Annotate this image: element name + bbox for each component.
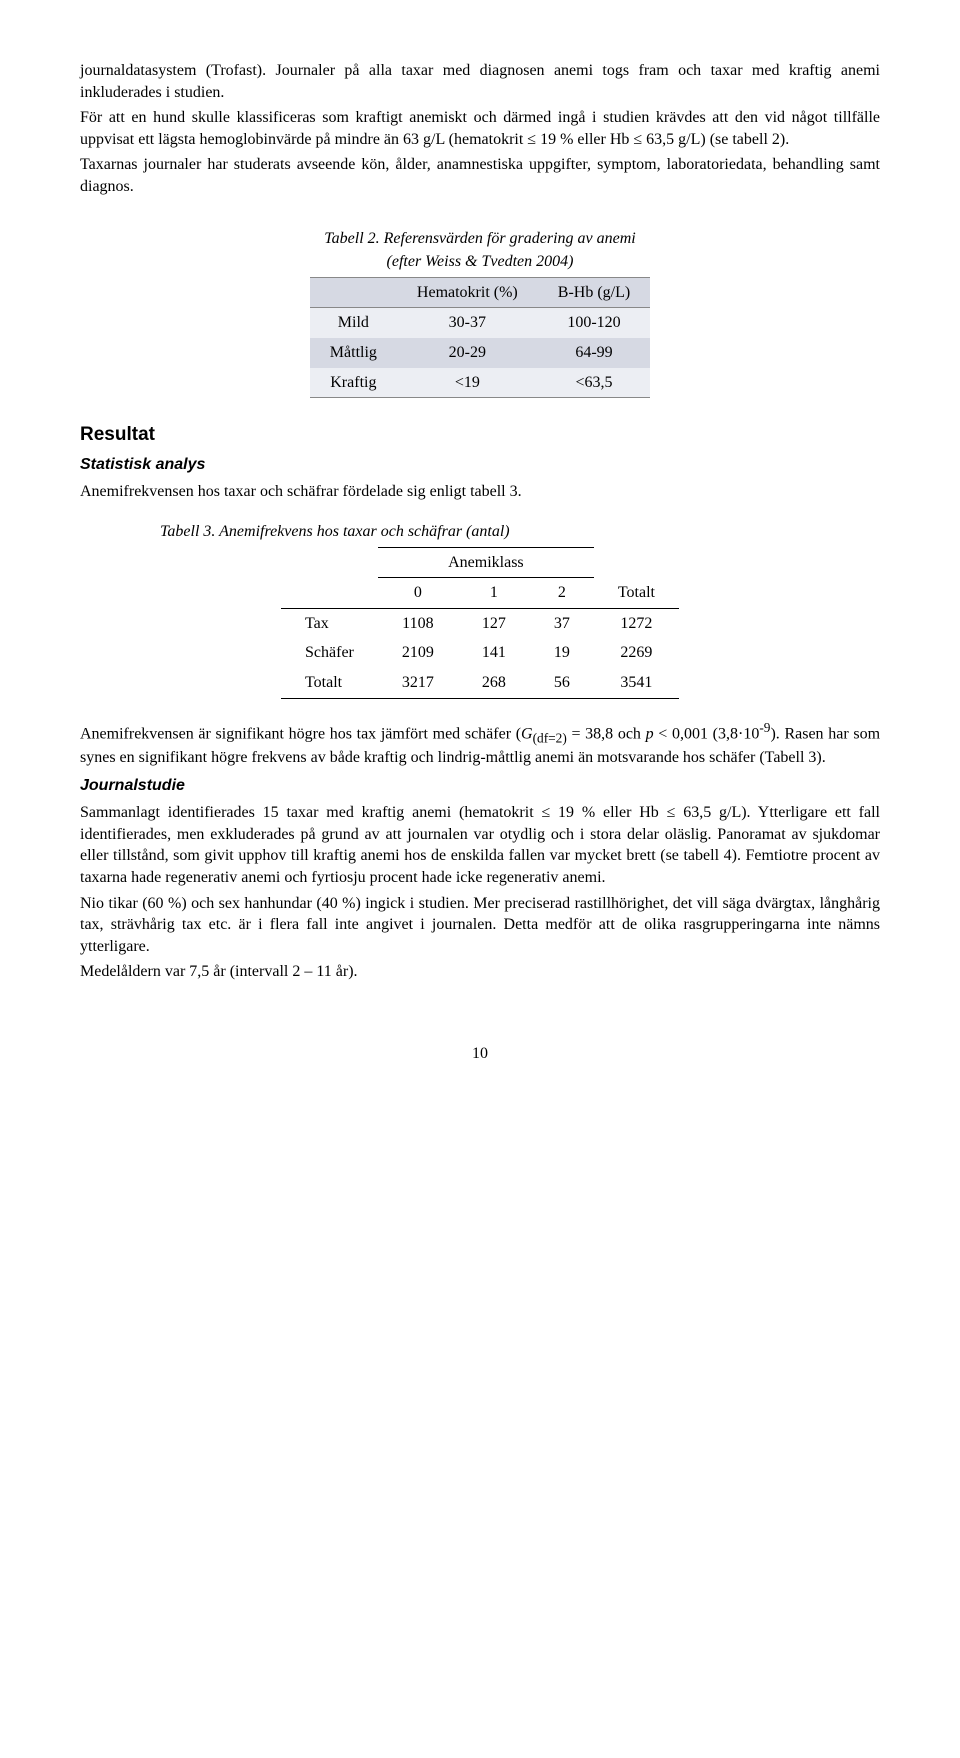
table2-row-kraftig: Kraftig <19 <63,5: [310, 368, 650, 398]
table3-colhead: 0: [378, 578, 458, 609]
paragraph-journalstudie-1: Sammanlagt identifierades 15 taxar med k…: [80, 802, 880, 888]
paragraph-medelalder: Medelåldern var 7,5 år (intervall 2 – 11…: [80, 961, 880, 983]
text-span: = 38,8 och: [567, 725, 646, 742]
table2-row-mattlig: Måttlig 20-29 64-99: [310, 338, 650, 368]
table3-spanner-anemiklass: Anemiklass: [378, 547, 594, 578]
stat-p: p: [646, 725, 654, 742]
page-number: 10: [80, 1043, 880, 1065]
heading-resultat: Resultat: [80, 422, 880, 448]
table3-cell: 2269: [594, 638, 679, 668]
table3-cell: 3217: [378, 668, 458, 698]
table2-cell: Kraftig: [310, 368, 397, 398]
paragraph-journalstudie-2: Nio tikar (60 %) och sex hanhundar (40 %…: [80, 893, 880, 958]
table3-colhead: 2: [530, 578, 594, 609]
table3-caption: Tabell 3. Anemifrekvens hos taxar och sc…: [160, 521, 880, 543]
table3-cell: 37: [530, 608, 594, 638]
table3-colhead: 1: [458, 578, 530, 609]
table3-header-empty2: [594, 547, 679, 578]
table2-cell: Mild: [310, 308, 397, 338]
table2-cell: 100-120: [538, 308, 650, 338]
paragraph-intro-2: För att en hund skulle klassificeras som…: [80, 107, 880, 150]
table3-row-schafer: Schäfer 2109 141 19 2269: [281, 638, 679, 668]
table2-cell: 30-37: [397, 308, 538, 338]
table3-cell: 56: [530, 668, 594, 698]
table3-anemifrekvens: Anemiklass 0 1 2 Totalt Tax 1108 127 37 …: [281, 547, 679, 699]
table3-rowlabel: Totalt: [281, 668, 378, 698]
table2-header-empty: [310, 277, 397, 308]
heading-statistisk-analys: Statistisk analys: [80, 454, 880, 476]
table2-cell: <63,5: [538, 368, 650, 398]
stat-df: (df=2): [533, 730, 567, 745]
table3-rowlabel: Tax: [281, 608, 378, 638]
table3-colhead: Totalt: [594, 578, 679, 609]
stat-exp: -9: [759, 720, 770, 735]
table3-cell: 127: [458, 608, 530, 638]
table3-row-totalt: Totalt 3217 268 56 3541: [281, 668, 679, 698]
heading-journalstudie: Journalstudie: [80, 775, 880, 797]
table2-header-bhb: B-Hb (g/L): [538, 277, 650, 308]
paragraph-anemifrekvens-intro: Anemifrekvensen hos taxar och schäfrar f…: [80, 481, 880, 503]
table2-caption-line2: (efter Weiss & Tvedten 2004): [80, 251, 880, 273]
table2-caption-line1: Tabell 2. Referensvärden för gradering a…: [80, 228, 880, 250]
stat-g: G: [521, 725, 533, 742]
table2-row-mild: Mild 30-37 100-120: [310, 308, 650, 338]
table3-cell: 268: [458, 668, 530, 698]
table2-cell: <19: [397, 368, 538, 398]
table3-cell: 1272: [594, 608, 679, 638]
table2-cell: 64-99: [538, 338, 650, 368]
table2-header-hematokrit: Hematokrit (%): [397, 277, 538, 308]
table3-row-tax: Tax 1108 127 37 1272: [281, 608, 679, 638]
paragraph-significance: Anemifrekvensen är signifikant högre hos…: [80, 719, 880, 769]
table3-cell: 3541: [594, 668, 679, 698]
table3-cell: 19: [530, 638, 594, 668]
table3-rowlabel: Schäfer: [281, 638, 378, 668]
text-span: Anemifrekvensen är signifikant högre hos…: [80, 725, 521, 742]
table3-cell: 2109: [378, 638, 458, 668]
table3-cell: 1108: [378, 608, 458, 638]
table2-reference-values: Hematokrit (%) B-Hb (g/L) Mild 30-37 100…: [310, 277, 650, 398]
table3-cell: 141: [458, 638, 530, 668]
paragraph-intro-3: Taxarnas journaler har studerats avseend…: [80, 154, 880, 197]
table3-header-empty: [281, 547, 378, 578]
paragraph-intro-1: journaldatasystem (Trofast). Journaler p…: [80, 60, 880, 103]
table2-cell: Måttlig: [310, 338, 397, 368]
text-span: < 0,001 (3,8·10: [654, 725, 760, 742]
table2-cell: 20-29: [397, 338, 538, 368]
table3-colhead: [281, 578, 378, 609]
